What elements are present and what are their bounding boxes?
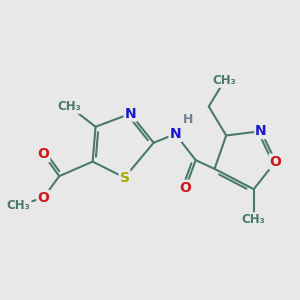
Text: O: O: [38, 147, 49, 161]
Text: S: S: [120, 171, 130, 184]
Text: N: N: [255, 124, 267, 138]
Text: H: H: [183, 113, 194, 126]
Text: CH₃: CH₃: [242, 213, 266, 226]
Text: CH₃: CH₃: [58, 100, 81, 113]
Text: N: N: [169, 127, 181, 141]
Text: CH₃: CH₃: [213, 74, 237, 87]
Text: CH₃: CH₃: [7, 199, 31, 212]
Text: O: O: [38, 191, 49, 205]
Text: N: N: [124, 107, 136, 121]
Text: O: O: [270, 154, 281, 169]
Text: O: O: [180, 181, 191, 195]
